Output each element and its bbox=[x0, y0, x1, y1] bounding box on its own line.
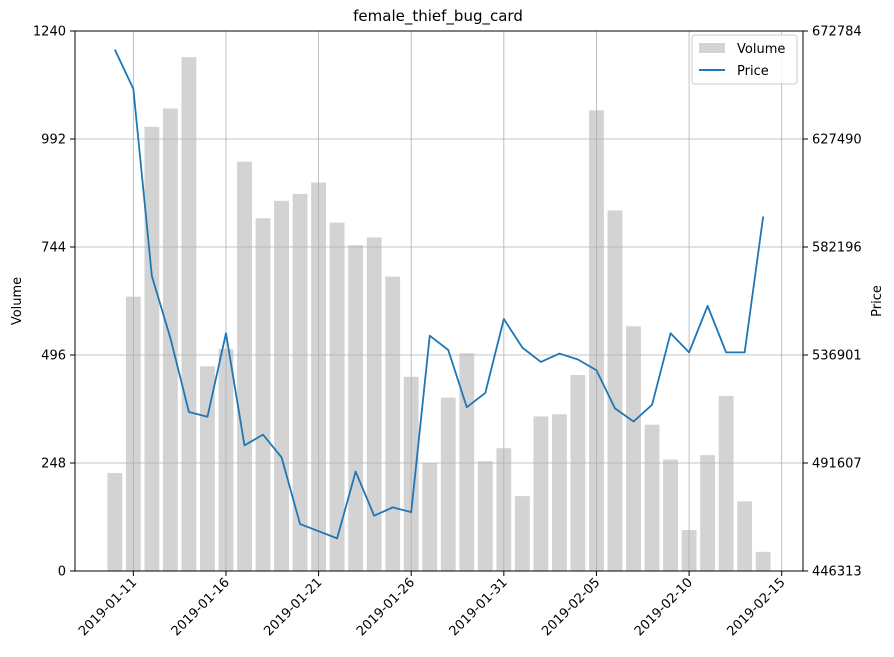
volume-bar bbox=[200, 366, 215, 571]
left-axis-label: Volume bbox=[10, 277, 25, 325]
volume-bar bbox=[255, 218, 271, 571]
volume-bar bbox=[552, 414, 567, 571]
volume-bar bbox=[181, 57, 197, 571]
volume-bar bbox=[237, 161, 252, 571]
volume-bars bbox=[107, 57, 771, 572]
y-left-tick-label: 0 bbox=[58, 565, 66, 580]
volume-bar bbox=[570, 375, 586, 571]
volume-bar bbox=[144, 126, 160, 571]
y-right-tick-label: 491607 bbox=[812, 457, 862, 472]
y-left-tick-label: 992 bbox=[41, 133, 66, 148]
volume-bar bbox=[718, 395, 734, 571]
y-right-tick-label: 536901 bbox=[812, 349, 862, 364]
legend-volume-label: Volume bbox=[737, 42, 785, 57]
volume-bar bbox=[644, 424, 660, 571]
y-right-tick-label: 446313 bbox=[812, 565, 862, 580]
grid-lines bbox=[75, 31, 803, 571]
volume-bar bbox=[274, 200, 289, 571]
volume-bar bbox=[477, 461, 493, 571]
volume-bar bbox=[366, 237, 382, 572]
volume-bar bbox=[422, 463, 438, 571]
volume-bar bbox=[700, 455, 716, 571]
y-left-tick-label: 1240 bbox=[33, 25, 66, 40]
volume-bar bbox=[292, 193, 308, 571]
legend-volume-swatch bbox=[699, 43, 725, 53]
volume-bar bbox=[107, 473, 123, 571]
y-right-tick-label: 582196 bbox=[812, 240, 862, 255]
y-left-tick-label: 496 bbox=[41, 349, 66, 364]
volume-bar bbox=[348, 245, 364, 571]
volume-bar bbox=[607, 210, 623, 572]
volume-bar bbox=[385, 276, 401, 571]
volume-bar bbox=[440, 397, 456, 571]
y-right-tick-label: 672784 bbox=[812, 25, 862, 40]
legend-price-label: Price bbox=[737, 64, 769, 79]
volume-bar bbox=[533, 416, 549, 571]
plot-frame bbox=[74, 30, 804, 572]
y-left-tick-label: 248 bbox=[41, 457, 66, 472]
right-y-axis: 446313 491607 536901 582196 627490 672784 bbox=[803, 25, 862, 580]
volume-bar bbox=[663, 459, 678, 571]
volume-bar bbox=[626, 326, 641, 571]
right-axis-label: Price bbox=[870, 285, 885, 317]
price-line-group bbox=[114, 49, 765, 540]
volume-bar bbox=[329, 222, 345, 572]
y-left-tick-label: 744 bbox=[41, 241, 66, 256]
volume-bar bbox=[737, 501, 753, 571]
price-line bbox=[114, 49, 765, 540]
volume-bar bbox=[514, 496, 530, 571]
chart-title: female_thief_bug_card bbox=[353, 7, 523, 26]
volume-bar bbox=[755, 551, 771, 571]
legend: Volume Price bbox=[691, 34, 798, 85]
y-right-tick-label: 627490 bbox=[812, 132, 862, 147]
volume-bar bbox=[459, 353, 475, 571]
left-y-axis: 0 248 496 744 992 1240 bbox=[33, 25, 75, 580]
